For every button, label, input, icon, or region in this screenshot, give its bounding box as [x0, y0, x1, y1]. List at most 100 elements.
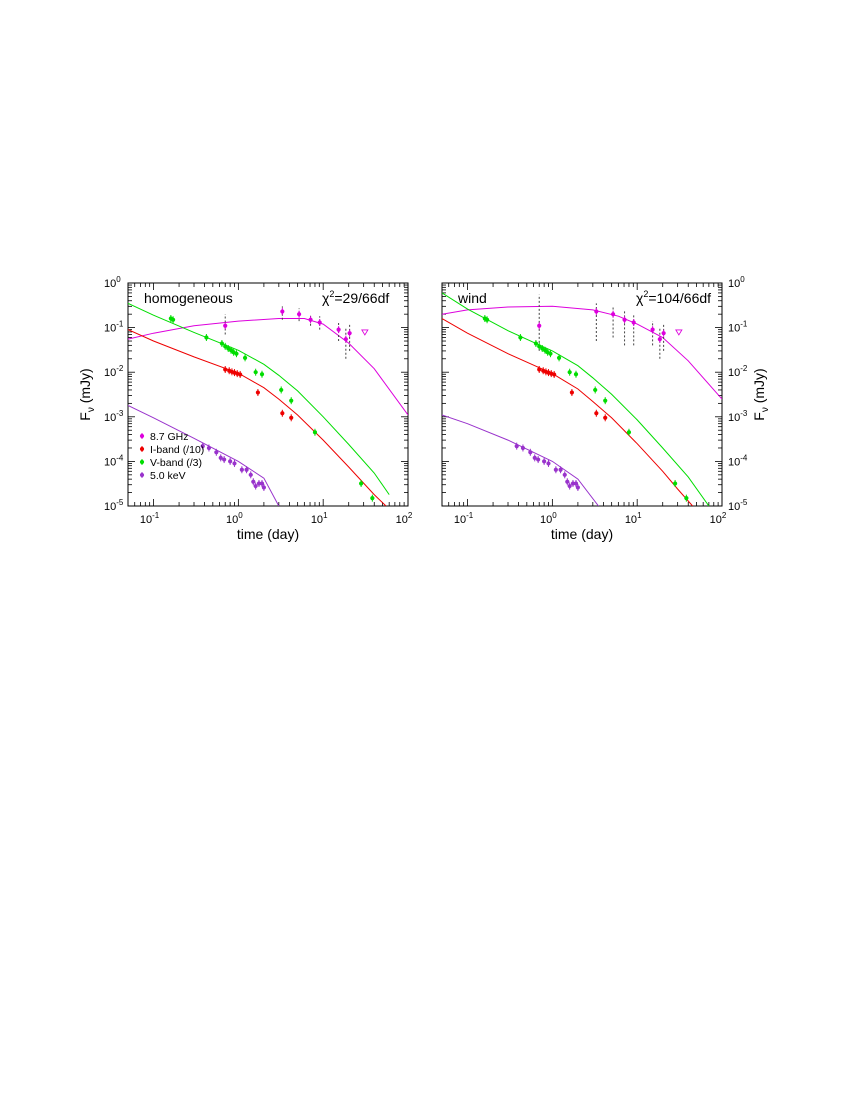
data-point: [684, 496, 689, 501]
chi-square-annotation: χ2=104/66df: [636, 289, 711, 306]
data-point: [234, 351, 239, 356]
data-point: [567, 483, 572, 489]
data-point: [593, 387, 598, 393]
data-point: [214, 450, 219, 455]
data-point: [238, 372, 243, 377]
data-point: [552, 372, 557, 377]
y-tick-label: 100: [104, 275, 121, 290]
data-point: [222, 457, 227, 462]
data-point: [370, 496, 375, 501]
data-point: [289, 415, 294, 420]
data-point: [261, 485, 266, 490]
data-point: [242, 355, 248, 360]
data-point: [248, 472, 253, 477]
model-curve: [442, 318, 693, 506]
x-axis-label: time (day): [551, 526, 613, 542]
data-point: [343, 337, 348, 342]
data-point: [280, 411, 285, 416]
legend-label: V-band (/3): [150, 457, 202, 469]
data-point: [253, 370, 258, 375]
y-tick-label: 10-5: [104, 498, 124, 513]
series-3: [128, 404, 280, 506]
y-tick-label: 10-1: [104, 320, 124, 335]
x-tick-label: 100: [226, 511, 243, 526]
series-1: [128, 329, 387, 506]
data-point: [536, 457, 541, 462]
data-point: [558, 467, 563, 472]
data-point: [546, 461, 551, 466]
y-tick-label: 10-4: [728, 453, 748, 468]
data-point: [537, 323, 542, 328]
data-point: [289, 398, 294, 403]
data-point: [218, 455, 223, 460]
data-point: [296, 312, 302, 317]
data-point: [533, 341, 539, 346]
data-point: [622, 317, 627, 322]
x-tick-label: 102: [396, 511, 413, 526]
data-point: [223, 367, 228, 372]
data-point: [317, 320, 322, 325]
data-point: [251, 479, 256, 484]
data-point: [228, 459, 233, 464]
data-point: [200, 444, 205, 449]
data-point: [514, 444, 519, 449]
legend-label: 5.0 keV: [150, 470, 186, 482]
model-curve: [128, 329, 387, 506]
x-tick-label: 101: [625, 511, 642, 526]
y-axis-label: Fν (mJy): [77, 368, 97, 420]
data-point: [610, 312, 616, 317]
data-point: [575, 485, 580, 490]
data-point: [565, 479, 570, 484]
data-point: [537, 344, 542, 349]
data-point: [570, 481, 576, 486]
data-point: [553, 467, 558, 472]
data-point: [484, 317, 490, 322]
series-0: [128, 306, 408, 416]
data-point: [347, 331, 352, 336]
data-point: [244, 467, 249, 472]
series-2: [128, 302, 390, 502]
legend-label: I-band (/10): [150, 444, 204, 456]
data-point: [573, 372, 579, 377]
model-curve: [442, 305, 722, 400]
data-point: [256, 481, 262, 486]
data-point: [204, 335, 209, 340]
data-point: [650, 327, 655, 332]
data-point: [308, 317, 313, 322]
data-point: [603, 415, 608, 420]
model-curve: [442, 414, 599, 506]
y-tick-label: 10-5: [728, 498, 748, 513]
data-point: [219, 341, 225, 346]
data-point: [223, 344, 228, 349]
series-2: [442, 292, 710, 506]
data-point: [567, 370, 572, 375]
data-point: [631, 320, 636, 325]
data-point: [528, 450, 533, 455]
panel-label: wind: [457, 290, 487, 306]
legend-label: 8.7 GHz: [150, 431, 189, 443]
data-point: [239, 467, 244, 472]
plot-frame: [127, 282, 409, 507]
series-1: [442, 318, 693, 506]
data-point: [673, 481, 678, 486]
upper-limit-marker: [675, 329, 683, 336]
data-point: [312, 430, 318, 435]
y-tick-label: 10-2: [728, 364, 748, 379]
x-axis-label: time (day): [237, 526, 299, 542]
data-point: [336, 327, 341, 332]
data-point: [280, 309, 285, 314]
y-tick-label: 10-4: [104, 453, 124, 468]
data-point: [594, 411, 599, 416]
data-point: [626, 430, 632, 435]
data-point: [255, 390, 261, 395]
data-point: [594, 309, 599, 314]
plot-frame: [441, 282, 723, 507]
data-point: [232, 461, 237, 466]
model-curve: [442, 292, 710, 506]
data-point: [573, 481, 579, 486]
upper-limit-marker: [361, 329, 369, 336]
data-point: [259, 372, 265, 377]
data-point: [657, 337, 662, 342]
